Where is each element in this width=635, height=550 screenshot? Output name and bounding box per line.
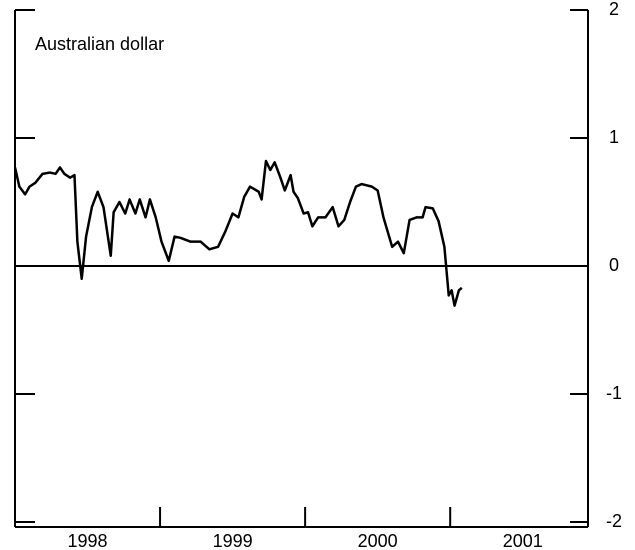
chart-title: Australian dollar <box>35 34 164 54</box>
y-tick-label: -2 <box>606 511 622 531</box>
x-tick-label: 2000 <box>358 531 398 550</box>
x-tick-label: 1998 <box>68 531 108 550</box>
y-tick-label: -1 <box>606 383 622 403</box>
y-tick-label: 0 <box>609 255 619 275</box>
y-tick-label: 1 <box>609 127 619 147</box>
line <box>13 159 463 307</box>
x-tick-label: 1999 <box>213 531 253 550</box>
x-tick-label: 2001 <box>503 531 543 550</box>
y-tick-label: 2 <box>609 0 619 19</box>
